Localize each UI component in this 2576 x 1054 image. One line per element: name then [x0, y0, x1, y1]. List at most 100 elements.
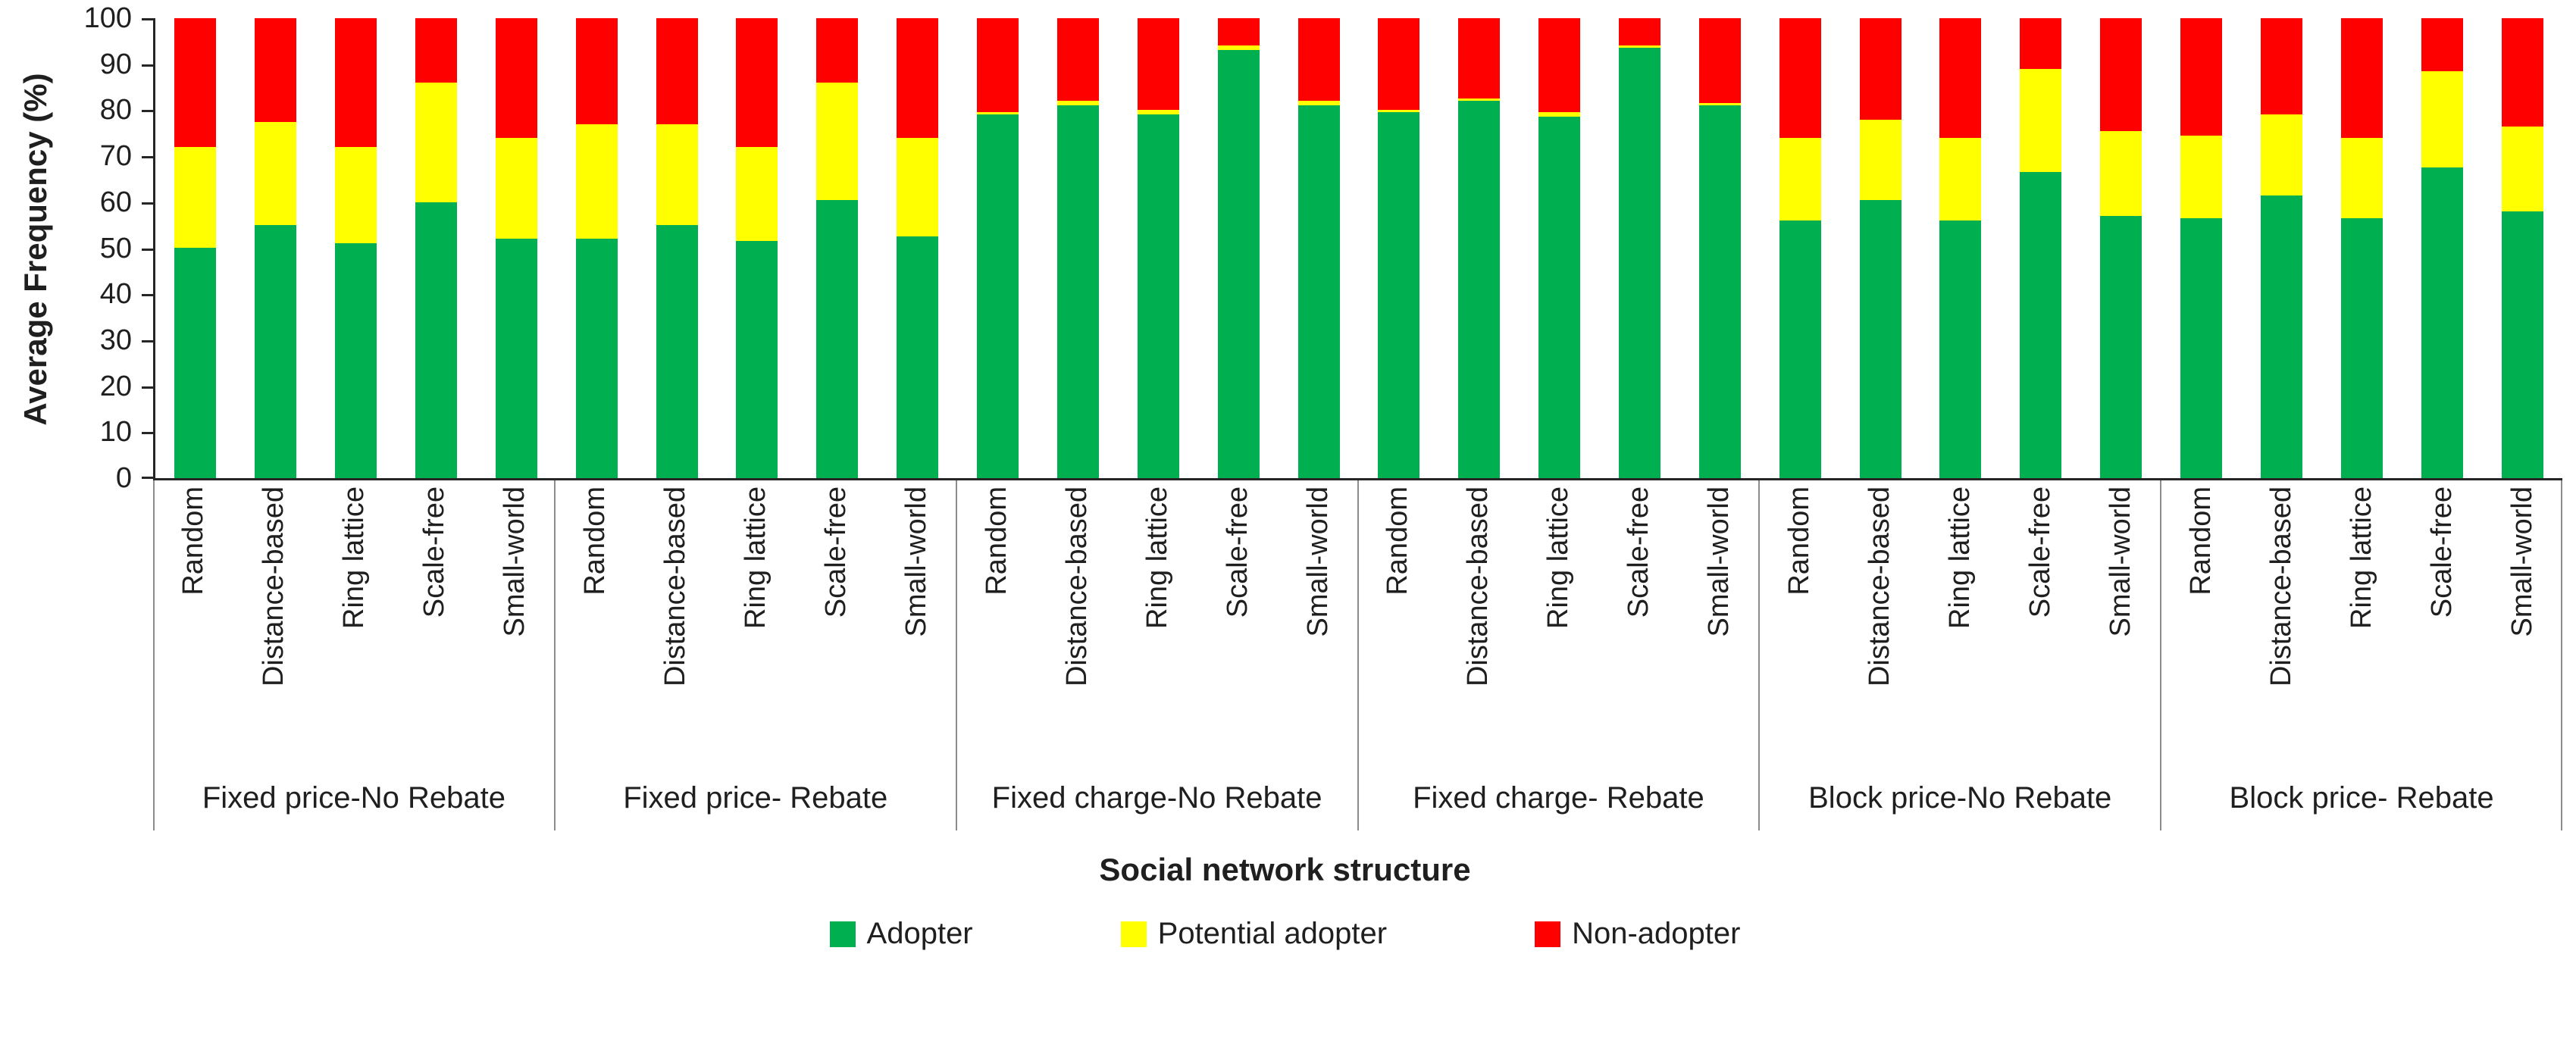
category-label: Ring lattice — [2346, 486, 2378, 629]
group-labels-row: Fixed price-No Rebate Fixed price- Rebate… — [153, 774, 2562, 830]
segment-potential-adopter — [2020, 68, 2062, 173]
group-separator — [2561, 480, 2562, 830]
bar-slot — [1279, 18, 1359, 478]
segment-adopter — [1056, 105, 1099, 478]
segment-potential-adopter — [575, 124, 618, 239]
group-separator — [1357, 480, 1359, 830]
segment-adopter — [897, 236, 939, 478]
segment-potential-adopter — [2340, 137, 2383, 219]
y-tick-mark — [142, 202, 153, 205]
category-label: Ring lattice — [1141, 486, 1173, 629]
stacked-bar-small-world — [495, 18, 537, 478]
category-label-cell: Random Distance-based Ring lattice Scale-fr… — [555, 480, 956, 774]
stacked-bar-scale-free — [2020, 18, 2062, 478]
y-tick-label: 60 — [99, 186, 132, 218]
category-label-slot: Scale-free — [1598, 480, 1679, 774]
y-tick-mark — [142, 248, 153, 251]
category-label-slot: Small-world — [1679, 480, 1759, 774]
segment-adopter — [2020, 172, 2062, 478]
segment-potential-adopter — [2180, 135, 2223, 219]
bar-slot — [1118, 18, 1198, 478]
segment-adopter — [2421, 167, 2463, 478]
category-label-cell: Random Distance-based Ring lattice Scale-fr… — [1357, 480, 1759, 774]
segment-adopter — [575, 239, 618, 478]
segment-non-adopter — [656, 18, 698, 124]
category-label-slot: Small-world — [876, 480, 956, 774]
stacked-bar-ring-lattice — [335, 18, 377, 478]
legend-item-adopter: Adopter — [829, 917, 973, 951]
bar-slot — [2321, 18, 2402, 478]
category-label: Distance-based — [1060, 486, 1093, 687]
segment-adopter — [2100, 215, 2142, 478]
stacked-bar-scale-free — [1217, 18, 1260, 478]
segment-potential-adopter — [495, 137, 537, 239]
segment-adopter — [2180, 218, 2223, 478]
legend-swatch — [1120, 921, 1147, 947]
category-label-cell: Random Distance-based Ring lattice Scale-fr… — [1759, 480, 2161, 774]
bar-group — [2161, 18, 2562, 478]
category-label: Small-world — [1703, 486, 1736, 637]
category-label: Ring lattice — [1542, 486, 1575, 629]
bar-slot — [1520, 18, 1600, 478]
y-tick-mark — [142, 477, 153, 479]
category-label: Ring lattice — [739, 486, 772, 629]
bar-slot — [476, 18, 556, 478]
category-label-slot: Scale-free — [1197, 480, 1278, 774]
segment-non-adopter — [2421, 18, 2463, 71]
segment-adopter — [495, 239, 537, 478]
group-separator — [955, 480, 957, 830]
segment-potential-adopter — [335, 146, 377, 244]
category-label-slot: Scale-free — [796, 480, 876, 774]
bar-slot — [637, 18, 717, 478]
plot-column: Random Distance-based Ring lattice Scale-fr… — [153, 18, 2562, 830]
category-label: Random — [980, 486, 1013, 596]
stacked-bar-random — [1378, 18, 1420, 478]
category-label-slot: Small-world — [1278, 480, 1358, 774]
legend-label: Adopter — [866, 917, 973, 950]
legend-swatch — [1535, 921, 1561, 947]
bar-slot — [1198, 18, 1279, 478]
bar-slot — [155, 18, 236, 478]
bar-slot — [236, 18, 316, 478]
bar-group — [556, 18, 957, 478]
segment-potential-adopter — [1859, 119, 1901, 200]
bar-slot — [556, 18, 637, 478]
segment-non-adopter — [1698, 18, 1741, 104]
category-label-slot: Ring lattice — [1117, 480, 1197, 774]
segment-non-adopter — [174, 18, 217, 147]
y-axis-title-container: Average Frequency (%) — [8, 18, 64, 480]
legend-label: Potential adopter — [1157, 917, 1388, 950]
bar-slot — [2402, 18, 2482, 478]
category-label: Scale-free — [819, 486, 852, 618]
segment-potential-adopter — [816, 82, 859, 200]
segment-adopter — [816, 199, 859, 478]
segment-potential-adopter — [415, 82, 457, 202]
bar-slot — [797, 18, 878, 478]
segment-adopter — [335, 243, 377, 478]
segment-potential-adopter — [1618, 45, 1660, 48]
category-label: Distance-based — [2265, 486, 2298, 687]
segment-potential-adopter — [1297, 101, 1340, 106]
segment-potential-adopter — [255, 121, 297, 226]
legend: Adopter Potential adopter Non-adopter — [8, 917, 2562, 951]
segment-potential-adopter — [2501, 126, 2543, 211]
stacked-bar-distance-based — [2260, 18, 2302, 478]
category-label-slot: Random — [153, 480, 233, 774]
segment-adopter — [1137, 114, 1179, 478]
y-tick-label: 90 — [99, 48, 132, 80]
category-label: Small-world — [900, 486, 932, 637]
segment-non-adopter — [2501, 18, 2543, 127]
category-label: Random — [1783, 486, 1816, 596]
stacked-bar-scale-free — [816, 18, 859, 478]
stacked-bar-ring-lattice — [1939, 18, 1982, 478]
y-tick-label: 10 — [99, 416, 132, 449]
bar-group — [155, 18, 556, 478]
y-tick-mark — [142, 294, 153, 297]
group-separator — [153, 480, 155, 830]
stacked-bar-random — [2180, 18, 2223, 478]
segment-potential-adopter — [2100, 130, 2142, 216]
category-label: Random — [177, 486, 209, 596]
category-label-slot: Ring lattice — [1920, 480, 2000, 774]
category-label: Small-world — [2506, 486, 2538, 637]
